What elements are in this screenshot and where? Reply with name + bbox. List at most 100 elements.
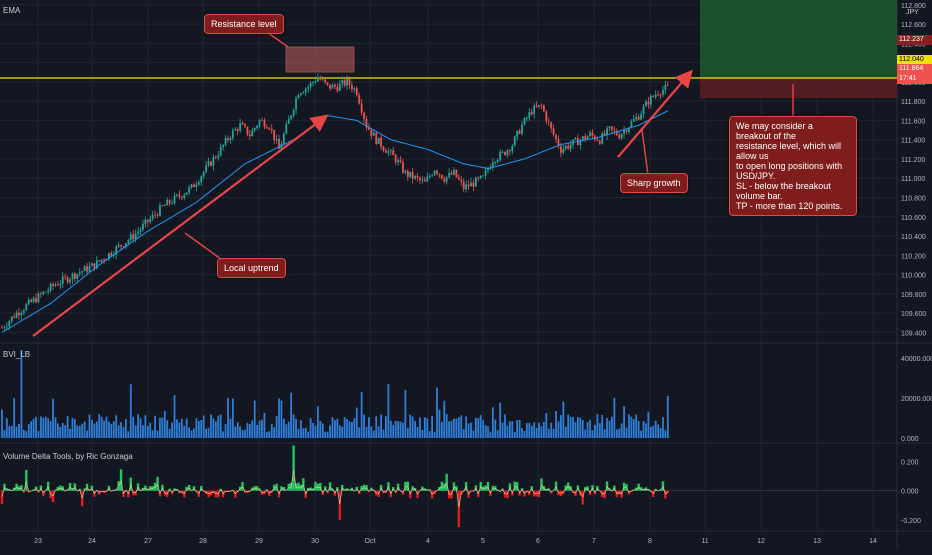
candle-body <box>259 120 261 126</box>
delta-bar <box>25 470 27 491</box>
candle-body <box>609 126 611 128</box>
candle-body <box>208 162 210 166</box>
volume-bar <box>215 421 217 438</box>
volume-bar <box>339 425 341 438</box>
candle-body <box>166 200 168 205</box>
volume-bar <box>183 426 185 438</box>
x-tick-label: 24 <box>88 538 96 545</box>
volume-bar <box>426 418 428 438</box>
volume-bar <box>13 398 15 438</box>
candle-body <box>196 185 198 187</box>
candle-body <box>662 90 664 95</box>
candle-body <box>431 175 433 176</box>
candle-body <box>86 266 88 271</box>
y-tick-label: 112.600 <box>901 22 926 29</box>
y-tick-label: 109.600 <box>901 311 926 318</box>
candle-body <box>507 150 509 155</box>
note-line: resistance level, which will allow us <box>736 141 850 161</box>
volume-bar <box>110 424 112 438</box>
delta-bar <box>292 445 294 490</box>
volume-bar <box>225 424 227 438</box>
candle-body <box>526 118 528 119</box>
volume-bar <box>485 425 487 438</box>
volume-bar <box>191 431 193 438</box>
candle-body <box>137 232 139 234</box>
volume-bar <box>164 411 166 438</box>
candle-body <box>186 193 188 195</box>
x-tick-label: Oct <box>365 538 376 545</box>
volume-bar <box>256 425 258 438</box>
candle-body <box>127 240 129 243</box>
volume-bar <box>647 412 649 438</box>
candle-body <box>460 179 462 181</box>
volume-bar <box>254 401 256 438</box>
volume-bar <box>507 426 509 438</box>
volume-bar <box>259 421 261 438</box>
candle-body <box>548 121 550 122</box>
volume-bar <box>327 432 329 438</box>
volume-bar <box>643 421 645 438</box>
candle-body <box>387 151 389 153</box>
volume-bar <box>293 415 295 438</box>
candle-body <box>271 129 273 130</box>
candle-body <box>434 171 436 175</box>
candle-body <box>103 260 105 261</box>
candle-body <box>174 196 176 203</box>
volume-bar <box>334 420 336 438</box>
candle-body <box>98 260 100 261</box>
volume-bar <box>193 429 195 438</box>
candle-body <box>606 128 608 135</box>
candle-body <box>397 160 399 162</box>
volume-bar <box>69 429 71 438</box>
ema-indicator-label[interactable]: EMA <box>3 6 20 15</box>
candle-body <box>159 205 161 216</box>
candle-body <box>74 274 76 279</box>
volume-bar <box>11 426 13 438</box>
volume-bar <box>572 417 574 438</box>
volume-bar <box>198 421 200 438</box>
volume-bar <box>310 418 312 438</box>
delta-bar <box>458 491 460 527</box>
candle-body <box>47 290 49 291</box>
volume-bar <box>456 419 458 438</box>
candle-body <box>378 138 380 144</box>
volume-bar <box>548 429 550 438</box>
volume-bar <box>249 424 251 438</box>
delta-bar <box>52 491 54 503</box>
volume-bar <box>72 418 74 438</box>
volume-bar <box>579 418 581 438</box>
candle-body <box>67 277 69 282</box>
volume-bar <box>1 410 3 438</box>
volume-bar <box>312 423 314 438</box>
bvi-pane-title[interactable]: BVI_LB <box>3 350 30 359</box>
candle-body <box>237 129 239 131</box>
volume-bar <box>638 421 640 438</box>
volume-bar <box>514 432 516 438</box>
volume-bar <box>370 426 372 438</box>
candle-body <box>448 173 450 177</box>
candle-body <box>35 298 37 302</box>
volume-bar <box>494 420 496 438</box>
x-tick-label: 8 <box>648 538 652 545</box>
candle-body <box>69 279 71 282</box>
volume-bar <box>650 427 652 438</box>
note-line: TP - more than 120 points. <box>736 201 850 211</box>
volume-bar <box>283 419 285 438</box>
delta-pane-title[interactable]: Volume Delta Tools, by Ric Gonzaga <box>3 452 133 461</box>
y-tick-label: 111.200 <box>901 157 925 164</box>
candle-body <box>400 160 402 162</box>
candle-body <box>13 317 15 318</box>
candle-body <box>135 234 137 240</box>
candle-body <box>443 179 445 182</box>
volume-bar <box>439 410 441 438</box>
volume-bar <box>93 424 95 438</box>
volume-bar <box>96 421 98 438</box>
candle-body <box>545 111 547 121</box>
volume-bar <box>213 419 215 438</box>
candle-body <box>239 123 241 131</box>
candle-body <box>660 95 662 96</box>
volume-bar <box>341 427 343 438</box>
candle-body <box>370 130 372 136</box>
